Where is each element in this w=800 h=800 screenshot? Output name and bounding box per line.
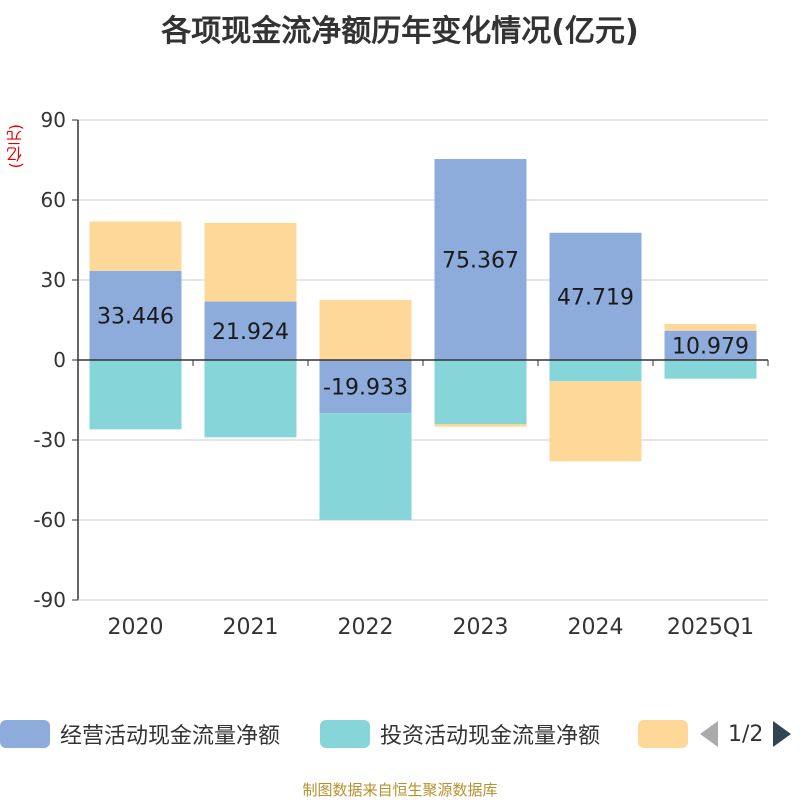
x-tick-label-2023: 2023 xyxy=(453,615,509,640)
bar-s0-2025Q1 xyxy=(664,330,757,360)
stacked-bar-chart: -90 -60 -30 0 30 60 90 2020 2021 2022 2023 2024 2025… xyxy=(33,108,769,640)
legend-label-operating: 经营活动现金流量净额 xyxy=(60,724,281,749)
bar-s2-2021 xyxy=(204,222,297,302)
bar-s0-2021 xyxy=(204,301,297,360)
bar-s0-2023 xyxy=(434,159,527,360)
bar-s2-2022 xyxy=(319,300,412,360)
bar-s2-2024 xyxy=(549,381,642,462)
bar-s0-2020 xyxy=(89,270,182,360)
bar-s2-2020 xyxy=(89,221,182,271)
bar-s0-2022 xyxy=(319,360,412,414)
bar-s0-2024 xyxy=(549,232,642,360)
y-tick-label-0: -90 xyxy=(33,588,66,612)
data-label-10-2024: 47.719 xyxy=(557,285,634,310)
legend-label-investing: 投资活动现金流量净额 xyxy=(380,724,601,749)
data-source-note: 制图数据来自恒生聚源数据库 xyxy=(302,781,498,799)
x-tick-label-2020: 2020 xyxy=(108,615,164,640)
data-label-10-2022: -19.933 xyxy=(323,376,408,401)
bar-s2-2025Q1 xyxy=(664,324,757,331)
data-label-10-2020: 33.446 xyxy=(97,304,174,329)
y-tick-label-5: 60 xyxy=(41,188,66,212)
data-label-10-2025Q1: 10.979 xyxy=(672,334,749,359)
legend-swatch-operating xyxy=(0,720,50,748)
bar-s2-2023 xyxy=(434,424,527,427)
y-tick-label-3: 0 xyxy=(53,348,66,372)
legend-item-third[interactable] xyxy=(638,720,688,748)
legend-swatch-investing xyxy=(320,720,370,748)
bar-s1-2020 xyxy=(89,360,182,430)
y-tick-label-6: 90 xyxy=(41,108,66,132)
bar-s1-2024 xyxy=(549,360,642,382)
legend-next-page-icon[interactable] xyxy=(773,721,792,747)
legend-item-investing[interactable]: 投资活动现金流量净额 xyxy=(320,720,601,749)
legend-prev-page-icon[interactable] xyxy=(700,721,718,747)
y-tick-label-2: -30 xyxy=(33,428,66,452)
chart-title: 各项现金流净额历年变化情况(亿元) xyxy=(161,14,639,49)
y-tick-label-1: -60 xyxy=(33,508,66,532)
y-tick-label-4: 30 xyxy=(41,268,66,292)
data-label-10-2021: 21.924 xyxy=(212,320,289,345)
legend-pager: 1/2 xyxy=(700,720,792,748)
data-label-10-2023: 75.367 xyxy=(442,249,519,274)
bar-s1-2022 xyxy=(319,413,412,520)
bar-s1-2023 xyxy=(434,360,527,424)
bar-s1-2021 xyxy=(204,360,297,438)
x-tick-label-2022: 2022 xyxy=(338,615,394,640)
x-tick-label-2024: 2024 xyxy=(568,615,624,640)
x-tick-label-2021: 2021 xyxy=(223,615,279,640)
x-tick-label-2025Q1: 2025Q1 xyxy=(667,615,754,640)
bar-s1-2025Q1 xyxy=(664,360,757,379)
legend-item-operating[interactable]: 经营活动现金流量净额 xyxy=(0,720,281,749)
legend-swatch-third xyxy=(638,720,688,748)
legend-page-indicator: 1/2 xyxy=(728,721,764,747)
legend: 经营活动现金流量净额 投资活动现金流量净额 1/2 xyxy=(0,712,800,756)
